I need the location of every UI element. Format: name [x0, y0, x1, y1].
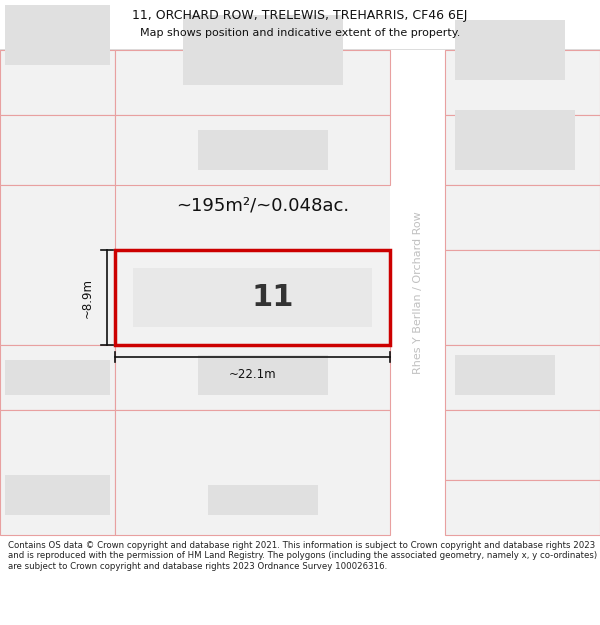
- Text: Map shows position and indicative extent of the property.: Map shows position and indicative extent…: [140, 28, 460, 38]
- Bar: [0, 50, 115, 115]
- Bar: [0, 50, 600, 535]
- Bar: [0, 345, 115, 410]
- Bar: [455, 110, 575, 170]
- Bar: [115, 250, 390, 345]
- Text: 11: 11: [251, 283, 294, 312]
- Bar: [115, 410, 390, 535]
- Bar: [445, 185, 600, 250]
- Bar: [0, 0, 600, 50]
- Bar: [455, 20, 565, 80]
- Bar: [133, 268, 372, 327]
- Bar: [5, 360, 110, 395]
- Bar: [455, 355, 555, 395]
- Bar: [208, 485, 317, 515]
- Bar: [445, 115, 600, 185]
- Bar: [5, 475, 110, 515]
- Bar: [0, 410, 115, 535]
- Text: Contains OS data © Crown copyright and database right 2021. This information is : Contains OS data © Crown copyright and d…: [8, 541, 597, 571]
- Bar: [390, 50, 445, 535]
- Bar: [445, 50, 600, 115]
- Bar: [445, 345, 600, 410]
- Text: ~195m²/~0.048ac.: ~195m²/~0.048ac.: [176, 197, 349, 215]
- Bar: [445, 480, 600, 535]
- Bar: [0, 535, 600, 625]
- Bar: [115, 345, 390, 410]
- Bar: [182, 15, 343, 85]
- Text: Rhes Y Berllan / Orchard Row: Rhes Y Berllan / Orchard Row: [413, 211, 422, 374]
- Bar: [197, 355, 328, 395]
- Bar: [445, 250, 600, 345]
- Bar: [0, 115, 115, 185]
- Text: ~22.1m: ~22.1m: [229, 369, 277, 381]
- Bar: [197, 130, 328, 170]
- Bar: [115, 115, 390, 185]
- Bar: [5, 5, 110, 65]
- Text: ~8.9m: ~8.9m: [80, 278, 94, 318]
- Bar: [445, 410, 600, 480]
- Bar: [0, 49, 600, 50]
- Bar: [115, 50, 390, 115]
- Bar: [0, 185, 115, 345]
- Text: 11, ORCHARD ROW, TRELEWIS, TREHARRIS, CF46 6EJ: 11, ORCHARD ROW, TRELEWIS, TREHARRIS, CF…: [133, 9, 467, 22]
- Bar: [0, 534, 600, 535]
